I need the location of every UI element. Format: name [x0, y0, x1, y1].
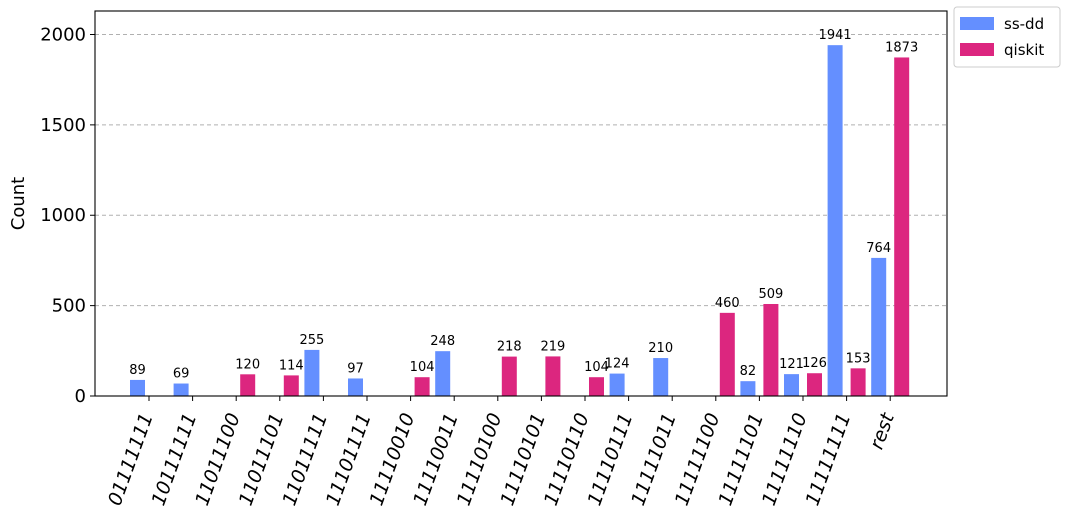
- plot-frame: [94, 10, 948, 397]
- legend: ss-dd qiskit: [953, 6, 1061, 68]
- bar-value-label: 126: [802, 356, 827, 371]
- bar-value-label: 121: [779, 357, 804, 372]
- bar-qiskit: [501, 356, 517, 396]
- legend-swatch: [960, 17, 994, 30]
- bar-ss-dd: [609, 373, 625, 396]
- bar-ss-dd: [435, 351, 451, 396]
- bar-value-label: 153: [846, 351, 871, 366]
- bar-ss-dd: [173, 383, 189, 396]
- bar-value-label: 104: [410, 360, 435, 375]
- bar-ss-dd: [348, 378, 363, 396]
- y-tick-label: 500: [52, 296, 86, 317]
- bar-value-label: 219: [540, 339, 565, 354]
- x-tick-label: 11111111: [802, 410, 856, 508]
- bar-ss-dd: [653, 358, 669, 396]
- bar-value-label: 1941: [819, 28, 852, 43]
- bar-value-label: 97: [347, 361, 364, 376]
- y-tick-label: 2000: [40, 24, 86, 45]
- bar-value-label: 218: [497, 340, 522, 355]
- bar-value-label: 210: [648, 341, 673, 356]
- bar-value-label: 248: [430, 334, 455, 349]
- bar-value-label: 255: [299, 333, 324, 348]
- y-tick-label: 1000: [40, 205, 86, 226]
- bars: [130, 45, 910, 396]
- bar-value-label: 114: [279, 358, 304, 373]
- bar-value-label: 69: [173, 367, 190, 382]
- bar-value-label: 104: [584, 360, 609, 375]
- y-tick-label: 0: [75, 386, 86, 407]
- bar-ss-dd: [304, 349, 320, 396]
- legend-swatch: [960, 43, 994, 56]
- bar-qiskit: [807, 373, 822, 396]
- x-tick-label: rest: [866, 409, 900, 453]
- bar-qiskit: [240, 374, 256, 396]
- grid-lines: [95, 33, 947, 307]
- bar-value-label: 1873: [885, 40, 918, 55]
- bar-ss-dd: [784, 374, 799, 396]
- bar-value-label: 509: [758, 287, 783, 302]
- bar-qiskit: [763, 303, 779, 396]
- bar-qiskit: [283, 375, 299, 396]
- legend-label: ss-dd: [1004, 15, 1044, 33]
- bar-qiskit: [850, 368, 866, 396]
- bar-qiskit: [545, 356, 561, 396]
- y-axis-title: Count: [8, 177, 29, 230]
- bar-value-label: 124: [605, 357, 630, 372]
- y-axis-ticks: 0 500 1000 1500 2000: [40, 24, 95, 407]
- bar-qiskit: [414, 377, 430, 396]
- bar-ss-dd: [130, 379, 145, 396]
- y-tick-label: 1500: [40, 115, 86, 136]
- bar-qiskit: [589, 377, 604, 396]
- bar-value-label: 82: [740, 364, 757, 379]
- bar-value-label: 460: [715, 296, 740, 311]
- x-axis-ticks: 0111111110111111110111001101110111011111…: [104, 396, 899, 509]
- bar-value-label: 120: [235, 357, 260, 372]
- bar-ss-dd: [740, 381, 756, 396]
- bar-qiskit: [719, 312, 735, 396]
- bar-ss-dd: [871, 257, 887, 396]
- legend-label: qiskit: [1004, 41, 1044, 59]
- bar-ss-dd: [827, 45, 843, 396]
- bar-value-label: 764: [866, 241, 891, 256]
- bar-qiskit: [894, 57, 910, 396]
- bar-value-label: 89: [129, 363, 146, 378]
